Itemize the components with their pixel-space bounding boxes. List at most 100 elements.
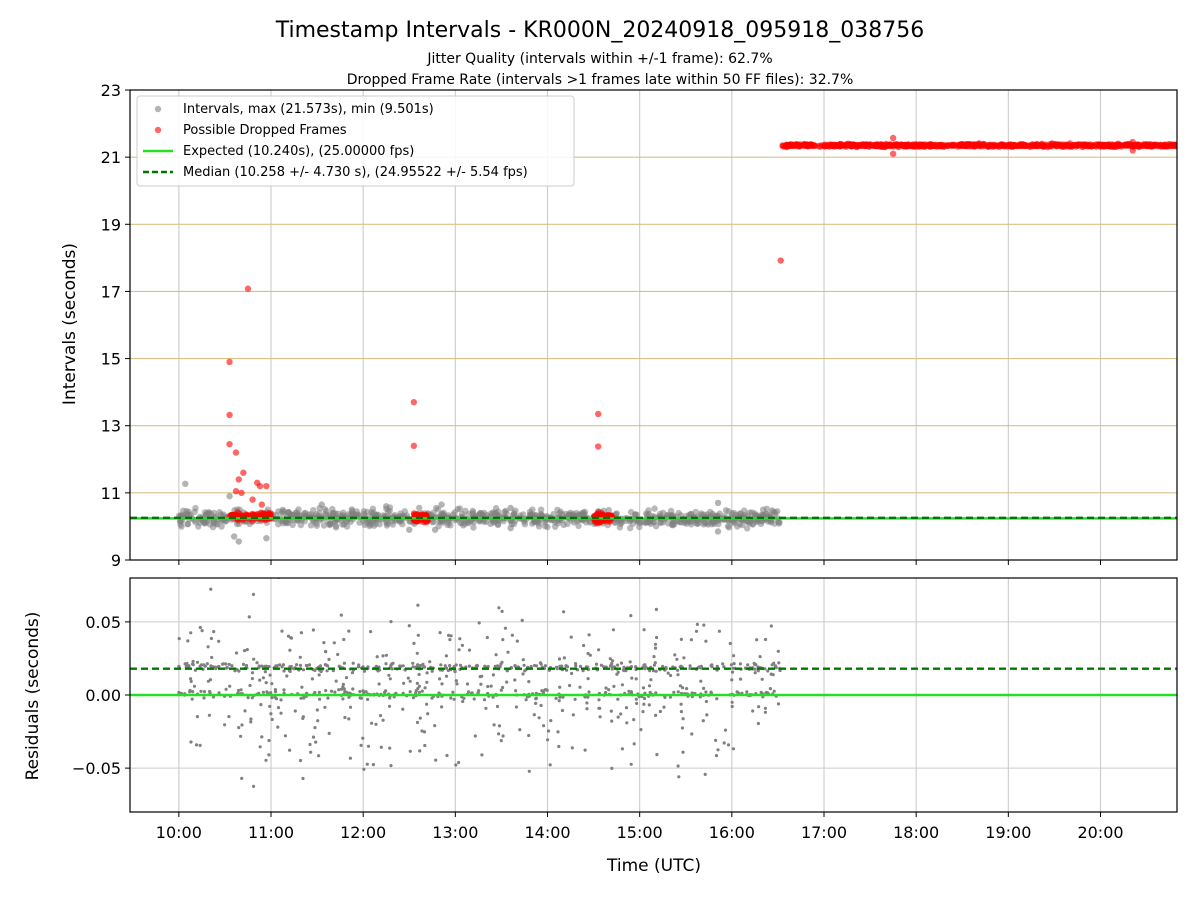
residual-point (314, 740, 318, 744)
dropped-point (595, 410, 602, 418)
residual-point (587, 690, 591, 694)
residual-point (642, 628, 646, 632)
residual-point (449, 634, 453, 638)
residual-point (251, 592, 256, 597)
residual-point (654, 713, 658, 718)
residual-point (763, 710, 768, 714)
residual-point (745, 690, 749, 694)
residual-point (289, 636, 294, 640)
residual-point (704, 699, 709, 704)
residual-point (573, 697, 577, 701)
residual-point (263, 670, 267, 674)
residual-point (370, 721, 374, 725)
dropped-point (258, 501, 265, 508)
residual-point (316, 719, 320, 723)
residual-point (417, 690, 421, 694)
residual-point (611, 628, 616, 632)
interval-point (343, 523, 351, 530)
residual-point (715, 697, 719, 701)
residual-point (438, 677, 442, 681)
residual-point (191, 662, 195, 666)
residual-point (362, 767, 366, 771)
interval-point (642, 519, 649, 527)
residual-point (198, 625, 202, 630)
legend-marker-intervals (154, 105, 162, 113)
residual-point (548, 763, 552, 767)
residual-point (685, 687, 689, 691)
dropped-point (885, 142, 892, 149)
dropped-point (937, 142, 945, 149)
residual-point (704, 690, 708, 694)
interval-point (263, 534, 270, 542)
dropped-point (889, 150, 897, 157)
residual-point (624, 706, 629, 710)
residual-point (461, 699, 465, 704)
residual-point (366, 697, 370, 702)
residual-point (269, 691, 273, 695)
residual-point (341, 682, 345, 687)
dropped-point (944, 142, 952, 150)
x-tick-label: 17:00 (801, 823, 847, 842)
x-tick-label: 14:00 (524, 823, 570, 842)
residual-point (514, 689, 518, 693)
bottom-y-axis-label: Residuals (seconds) (23, 612, 43, 781)
residual-point (408, 690, 412, 694)
residual-point (421, 662, 425, 667)
residual-point (704, 639, 708, 643)
residual-point (598, 715, 602, 719)
interval-point (383, 522, 391, 529)
residual-point (250, 696, 254, 700)
residual-point (244, 663, 249, 668)
residual-point (642, 702, 646, 706)
residual-point (486, 684, 490, 689)
residual-point (365, 762, 369, 766)
residual-point (401, 664, 405, 668)
residual-point (285, 674, 289, 678)
dropped-point (1044, 143, 1051, 151)
residual-point (496, 664, 500, 668)
residual-point (672, 690, 676, 694)
residual-point (497, 724, 502, 728)
residual-point (597, 648, 601, 652)
residual-point (681, 686, 685, 690)
residual-point (425, 671, 429, 675)
residual-point (268, 673, 272, 677)
interval-point (495, 508, 502, 515)
residual-point (501, 685, 505, 690)
interval-point (396, 518, 403, 525)
residual-point (423, 743, 427, 748)
residual-point (587, 633, 591, 637)
residual-point (407, 624, 411, 628)
chart-title: Timestamp Intervals - KR000N_20240918_09… (275, 18, 925, 43)
residual-point (339, 687, 343, 691)
dropped-point (232, 449, 240, 456)
interval-point (439, 511, 447, 518)
residual-point (366, 744, 371, 748)
residual-point (195, 715, 199, 719)
residual-point (479, 682, 483, 686)
residual-point (273, 690, 278, 694)
interval-point (326, 521, 333, 529)
interval-point (570, 519, 578, 526)
residual-point (293, 709, 297, 713)
residual-point (452, 665, 456, 669)
residual-point (239, 688, 243, 692)
residual-point (690, 732, 694, 736)
residual-point (705, 713, 709, 717)
residual-point (673, 653, 677, 657)
dropped-point (997, 142, 1004, 149)
residual-point (549, 719, 553, 723)
residual-point (776, 702, 781, 706)
residual-point (460, 643, 464, 648)
residual-point (679, 702, 683, 706)
residual-point (518, 728, 522, 732)
residual-point (283, 734, 287, 738)
dropped-point (795, 142, 803, 149)
residual-point (627, 689, 631, 693)
residual-point (223, 723, 227, 727)
residual-point (527, 680, 531, 684)
residual-point (717, 629, 722, 633)
dropped-point (847, 142, 854, 149)
interval-point (461, 520, 469, 528)
dropped-point (1092, 142, 1099, 149)
